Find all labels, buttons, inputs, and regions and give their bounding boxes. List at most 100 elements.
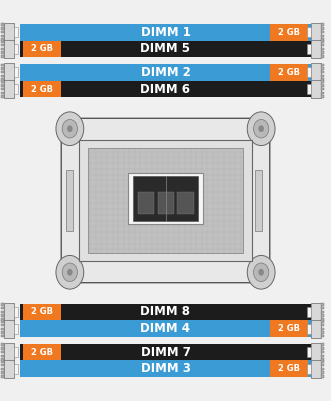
Bar xyxy=(321,67,324,70)
Bar xyxy=(1,78,4,81)
Circle shape xyxy=(247,112,275,146)
Bar xyxy=(1,55,4,57)
FancyBboxPatch shape xyxy=(61,118,270,283)
Bar xyxy=(311,360,321,378)
Bar xyxy=(1,38,4,41)
Text: DIMM 1: DIMM 1 xyxy=(141,26,190,38)
Bar xyxy=(321,41,324,43)
Bar xyxy=(14,84,18,94)
Bar xyxy=(1,364,4,367)
Bar xyxy=(311,80,321,98)
Bar xyxy=(133,176,198,221)
Bar xyxy=(14,347,18,357)
Bar xyxy=(321,34,324,37)
Bar xyxy=(1,88,4,90)
Bar xyxy=(1,67,4,70)
Bar xyxy=(79,140,252,261)
Bar xyxy=(14,324,18,334)
Bar xyxy=(321,331,324,334)
Circle shape xyxy=(67,126,72,132)
Text: 2 GB: 2 GB xyxy=(278,365,301,373)
Bar xyxy=(20,304,311,320)
Bar xyxy=(1,347,4,350)
Bar xyxy=(88,148,243,253)
Circle shape xyxy=(56,112,84,146)
Circle shape xyxy=(254,119,269,138)
Bar xyxy=(20,81,311,97)
Bar xyxy=(14,307,18,317)
Bar xyxy=(1,371,4,374)
Bar xyxy=(56,112,275,289)
Bar xyxy=(1,344,4,346)
Bar xyxy=(1,358,4,360)
Bar xyxy=(20,344,311,360)
Bar xyxy=(4,23,14,41)
Text: 2 GB: 2 GB xyxy=(30,85,53,93)
Bar xyxy=(321,347,324,350)
Bar xyxy=(20,64,311,81)
Bar xyxy=(321,44,324,47)
Bar xyxy=(321,55,324,57)
Circle shape xyxy=(259,269,264,275)
Bar xyxy=(20,24,311,41)
Bar xyxy=(1,314,4,317)
Bar xyxy=(1,304,4,306)
Bar xyxy=(321,48,324,50)
Text: 2 GB: 2 GB xyxy=(278,324,301,333)
Bar xyxy=(321,364,324,367)
Circle shape xyxy=(56,255,84,289)
Bar xyxy=(14,27,18,37)
Bar xyxy=(1,354,4,357)
Bar xyxy=(1,48,4,50)
Bar xyxy=(14,44,18,54)
Bar xyxy=(1,351,4,353)
Bar xyxy=(321,335,324,337)
Bar xyxy=(321,71,324,73)
Bar xyxy=(321,91,324,94)
Bar xyxy=(321,64,324,66)
Bar xyxy=(307,67,311,77)
Text: DIMM 2: DIMM 2 xyxy=(141,66,190,79)
Bar xyxy=(307,307,311,317)
Circle shape xyxy=(254,263,269,282)
Text: 2 GB: 2 GB xyxy=(30,308,53,316)
Bar xyxy=(1,41,4,43)
Bar xyxy=(321,311,324,313)
Bar xyxy=(321,368,324,370)
Text: 2 GB: 2 GB xyxy=(30,348,53,356)
Bar xyxy=(1,84,4,87)
Bar xyxy=(1,75,4,77)
Bar xyxy=(321,75,324,77)
Bar xyxy=(1,27,4,30)
Bar xyxy=(321,371,324,374)
Bar xyxy=(311,343,321,361)
Circle shape xyxy=(62,119,77,138)
Text: DIMM 3: DIMM 3 xyxy=(141,363,190,375)
Bar xyxy=(321,84,324,87)
Circle shape xyxy=(259,126,264,132)
Text: 2 GB: 2 GB xyxy=(278,68,301,77)
Bar xyxy=(128,174,203,223)
Bar xyxy=(311,23,321,41)
Bar xyxy=(1,91,4,94)
Bar xyxy=(321,351,324,353)
Bar xyxy=(321,360,324,363)
Bar xyxy=(311,63,321,81)
Bar xyxy=(23,41,61,57)
Bar xyxy=(321,375,324,377)
Text: DIMM 8: DIMM 8 xyxy=(140,306,191,318)
Bar xyxy=(1,328,4,330)
Bar xyxy=(1,360,4,363)
Bar xyxy=(311,303,321,321)
Bar xyxy=(307,44,311,54)
Bar xyxy=(1,318,4,320)
Bar xyxy=(4,343,14,361)
Text: DIMM 4: DIMM 4 xyxy=(140,322,191,335)
Bar xyxy=(1,368,4,370)
Bar xyxy=(158,192,174,214)
Bar xyxy=(14,67,18,77)
Bar xyxy=(1,335,4,337)
Bar xyxy=(20,360,311,377)
Bar xyxy=(321,328,324,330)
Bar xyxy=(4,360,14,378)
